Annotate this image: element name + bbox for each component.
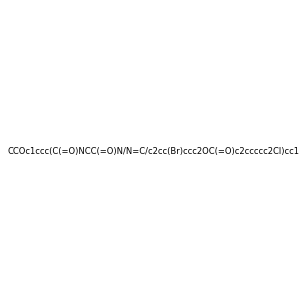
Text: CCOc1ccc(C(=O)NCC(=O)N/N=C/c2cc(Br)ccc2OC(=O)c2ccccc2Cl)cc1: CCOc1ccc(C(=O)NCC(=O)N/N=C/c2cc(Br)ccc2O…	[8, 147, 300, 156]
